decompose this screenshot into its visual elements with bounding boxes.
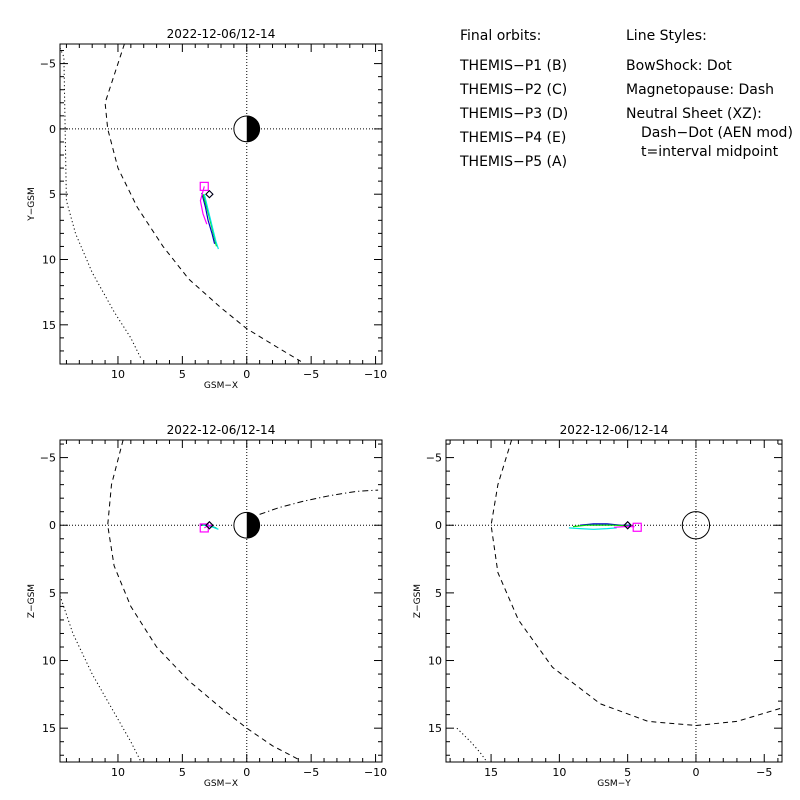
x-tick-label: 10 bbox=[111, 368, 125, 381]
xy-plane-panel: 2022-12-06/12-14 10 5 0 −5 −10 −5 0 5 10 15 GSM−X Y−… bbox=[27, 27, 387, 391]
orbit-p2 bbox=[572, 524, 628, 528]
earth-nightside bbox=[246, 512, 260, 539]
y-tick-label: −5 bbox=[40, 58, 56, 71]
y-tick-label: −5 bbox=[40, 452, 56, 465]
plot-title: 2022-12-06/12-14 bbox=[167, 423, 276, 437]
legend-style-midpoint: t=interval midpoint bbox=[641, 144, 779, 160]
x-tick-label: −5 bbox=[303, 766, 319, 779]
x-tick-label: 5 bbox=[179, 766, 186, 779]
y-tick-label: 10 bbox=[42, 655, 56, 668]
plot-title: 2022-12-06/12-14 bbox=[167, 27, 276, 41]
legend-probe-p2: THEMIS−P2 (C) bbox=[459, 82, 567, 98]
earth-nightside bbox=[246, 116, 260, 142]
y-tick-label: 15 bbox=[428, 722, 442, 735]
x-tick-label: 0 bbox=[243, 368, 250, 381]
orbit-p3 bbox=[568, 527, 617, 530]
magnetopause-curve bbox=[104, 44, 302, 362]
midpoint-diamond-marker bbox=[205, 189, 214, 199]
legend-probe-p5: THEMIS−P5 (A) bbox=[459, 154, 567, 170]
x-tick-label: 0 bbox=[243, 766, 250, 779]
y-tick-label: −5 bbox=[426, 452, 442, 465]
legend-probe-p4: THEMIS−P4 (E) bbox=[459, 130, 566, 146]
y-tick-label: 5 bbox=[435, 587, 442, 600]
plot-frame bbox=[59, 439, 383, 763]
y-tick-label: 5 bbox=[49, 587, 56, 600]
bowshock-curve bbox=[456, 727, 488, 762]
midpoint-diamond-marker bbox=[205, 521, 214, 530]
orbit-p5 bbox=[199, 186, 208, 225]
xz-plane-panel: 2022-12-06/12-14 10 5 0 −5 −10 −5 0 5 10 15 GSM−X Z−… bbox=[27, 423, 387, 789]
neutral_sheet-curve bbox=[259, 489, 379, 515]
bowshock-curve bbox=[60, 595, 142, 762]
x-tick-label: 5 bbox=[179, 368, 186, 381]
x-axis-label: GSM−Y bbox=[597, 779, 631, 789]
y-tick-label: 0 bbox=[49, 123, 56, 136]
bowshock-curve bbox=[60, 47, 142, 360]
legend-probe-p1: THEMIS−P1 (B) bbox=[459, 58, 567, 74]
x-tick-label: −5 bbox=[303, 368, 319, 381]
midpoint-diamond-marker bbox=[205, 189, 214, 199]
magnetopause-curve bbox=[490, 440, 782, 727]
y-tick-label: 15 bbox=[42, 319, 56, 332]
x-tick-label: −5 bbox=[756, 766, 772, 779]
yz-plane-panel: 2022-12-06/12-14 15 10 5 0 −5 −5 0 5 10 15 GSM−Y Z−G… bbox=[413, 423, 783, 789]
x-tick-label: 10 bbox=[552, 766, 566, 779]
plot-frame bbox=[445, 439, 783, 763]
y-axis-label: Y−GSM bbox=[27, 187, 37, 222]
x-tick-label: 5 bbox=[624, 766, 631, 779]
y-tick-label: 10 bbox=[428, 655, 442, 668]
legend: Final orbits: THEMIS−P1 (B) THEMIS−P2 (C… bbox=[459, 28, 793, 170]
y-axis-label: Z−GSM bbox=[27, 584, 37, 618]
legend-style-neutral-sheet: Neutral Sheet (XZ): bbox=[626, 106, 762, 122]
x-tick-label: 15 bbox=[484, 766, 498, 779]
x-axis-label: GSM−X bbox=[204, 779, 238, 789]
x-axis-label: GSM−X bbox=[204, 381, 238, 391]
plot-frame bbox=[59, 43, 383, 365]
midpoint-square-marker bbox=[632, 522, 642, 532]
legend-style-magnetopause: Magnetopause: Dash bbox=[626, 82, 774, 98]
legend-probe-p3: THEMIS−P3 (D) bbox=[459, 106, 568, 122]
styles-legend-title: Line Styles: bbox=[626, 28, 707, 44]
orbit-p5 bbox=[613, 526, 635, 528]
y-tick-label: 0 bbox=[435, 519, 442, 532]
x-tick-label: −10 bbox=[364, 766, 387, 779]
orbit-p4 bbox=[201, 192, 216, 244]
earth-circle bbox=[681, 511, 711, 540]
orbits-legend-title: Final orbits: bbox=[460, 28, 541, 44]
x-tick-label: −10 bbox=[364, 368, 387, 381]
y-tick-label: 0 bbox=[49, 519, 56, 532]
y-tick-label: 10 bbox=[42, 254, 56, 267]
legend-style-dashdot: Dash−Dot (AEN mod) bbox=[641, 125, 793, 141]
y-axis-label: Z−GSM bbox=[413, 584, 423, 618]
legend-style-bowshock: BowShock: Dot bbox=[626, 58, 732, 74]
x-tick-label: 10 bbox=[111, 766, 125, 779]
plot-title: 2022-12-06/12-14 bbox=[560, 423, 669, 437]
y-tick-label: 5 bbox=[49, 188, 56, 201]
magnetopause-curve bbox=[107, 440, 299, 760]
midpoint-square-marker bbox=[199, 181, 209, 191]
orbit-p3 bbox=[203, 194, 219, 250]
x-tick-label: 0 bbox=[692, 766, 699, 779]
y-tick-label: 15 bbox=[42, 722, 56, 735]
midpoint-diamond-marker bbox=[623, 521, 632, 530]
